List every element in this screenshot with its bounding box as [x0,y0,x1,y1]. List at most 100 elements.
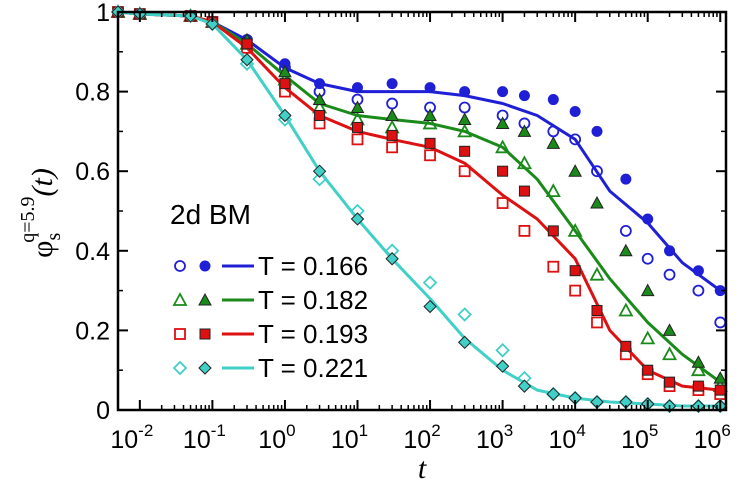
data-point-filled [240,53,254,67]
data-point-filled [713,371,728,384]
y-tick-label: 0.8 [75,79,110,107]
legend-title: 2d BM [170,199,251,230]
x-tick-label: 104 [549,421,586,454]
data-point-filled [314,78,326,90]
legend-entry: T = 0.166 [174,251,368,281]
data-point-open [591,165,603,178]
data-point-filled [691,355,706,368]
data-point-filled [495,359,510,373]
data-point-filled [620,340,632,352]
data-point-filled [459,86,471,98]
data-point-filled [459,145,471,157]
x-tick-label: 102 [403,421,440,454]
data-point-open [458,165,471,178]
data-point-filled [664,245,676,257]
data-point-filled [351,121,363,133]
legend-marker-open [174,260,186,272]
data-point-filled [350,100,365,114]
data-point-open [312,171,327,187]
svg-text:φsq=5.9(t): φs q=5.9(t) [17,168,65,258]
y-axis-label: φs q=5.9(t) [17,168,65,258]
data-point-filled [241,38,253,50]
data-point-filled [642,364,654,376]
legend-label: T = 0.221 [258,353,368,383]
x-tick-label: 10-1 [183,421,226,454]
data-point-open [545,183,561,198]
x-tick-label: 10-2 [110,421,153,454]
data-point-filled [278,64,292,78]
x-tick-label: 103 [476,421,513,454]
data-point-filled [569,265,581,277]
data-point-filled [386,129,398,141]
data-point-filled [692,265,704,277]
data-point-filled [424,137,436,149]
data-point-filled [546,136,561,149]
data-point-open [424,149,436,162]
data-point-open [516,155,532,170]
y-axis-label-symbol: φ [26,241,59,258]
legend-marker-open [172,292,188,306]
data-point-open [690,362,706,377]
data-point-filled [518,90,530,102]
legend-label: T = 0.193 [258,319,368,349]
data-point-open [569,133,582,146]
data-point-filled [714,384,726,396]
data-point-open [457,307,472,322]
data-point-filled [497,165,509,177]
data-point-filled [278,108,292,123]
data-point-open [641,252,654,265]
data-point-open [386,141,399,154]
data-point-open [547,260,560,273]
x-tick-label: 106 [694,421,731,454]
series-layer [110,4,728,414]
data-point-open [619,224,632,237]
data-point-filled [518,185,530,197]
data-point-filled [314,109,326,121]
legend-label: T = 0.182 [258,285,368,315]
data-point-filled [547,94,559,106]
data-point-filled [423,299,437,314]
data-point-filled [312,92,327,106]
data-point-filled [205,17,220,31]
data-point-open [569,284,582,297]
data-point-filled [312,164,327,178]
y-axis-label-sub: s [43,233,65,241]
y-axis-label-arg: (t) [26,168,59,196]
data-point-open [663,268,676,281]
data-point-open [662,346,678,361]
legend-marker-filled [199,328,211,340]
data-point-filled [457,335,472,350]
data-point-filled [495,116,510,129]
legend-entry: T = 0.193 [174,319,368,349]
data-point-filled [351,82,363,94]
y-tick-label: 0.2 [75,317,110,345]
data-point-open [567,223,583,237]
data-point-filled [619,243,633,257]
data-point-open [640,330,656,345]
data-point-filled [640,283,655,297]
data-point-filled [620,173,632,185]
legend-marker-filled [198,292,212,306]
legend-marker-filled [198,361,212,375]
data-point-filled [497,86,509,98]
data-point-filled [546,387,561,401]
data-point-open [457,123,473,138]
data-point-open [591,316,603,329]
data-point-filled [568,164,582,177]
legend-marker-filled [199,260,211,272]
data-point-filled [591,125,603,137]
data-point-filled [642,213,654,225]
y-tick-label: 0 [96,397,110,425]
legend-marker-open [174,328,186,340]
data-point-filled [385,252,399,266]
data-point-filled [457,112,472,125]
x-tick-label: 105 [621,421,658,454]
data-point-open [351,133,364,146]
data-point-filled [279,78,291,90]
data-point-open [692,284,705,297]
data-point-filled [385,108,399,121]
legend-marker-open [172,360,188,376]
data-point-open [496,197,509,209]
